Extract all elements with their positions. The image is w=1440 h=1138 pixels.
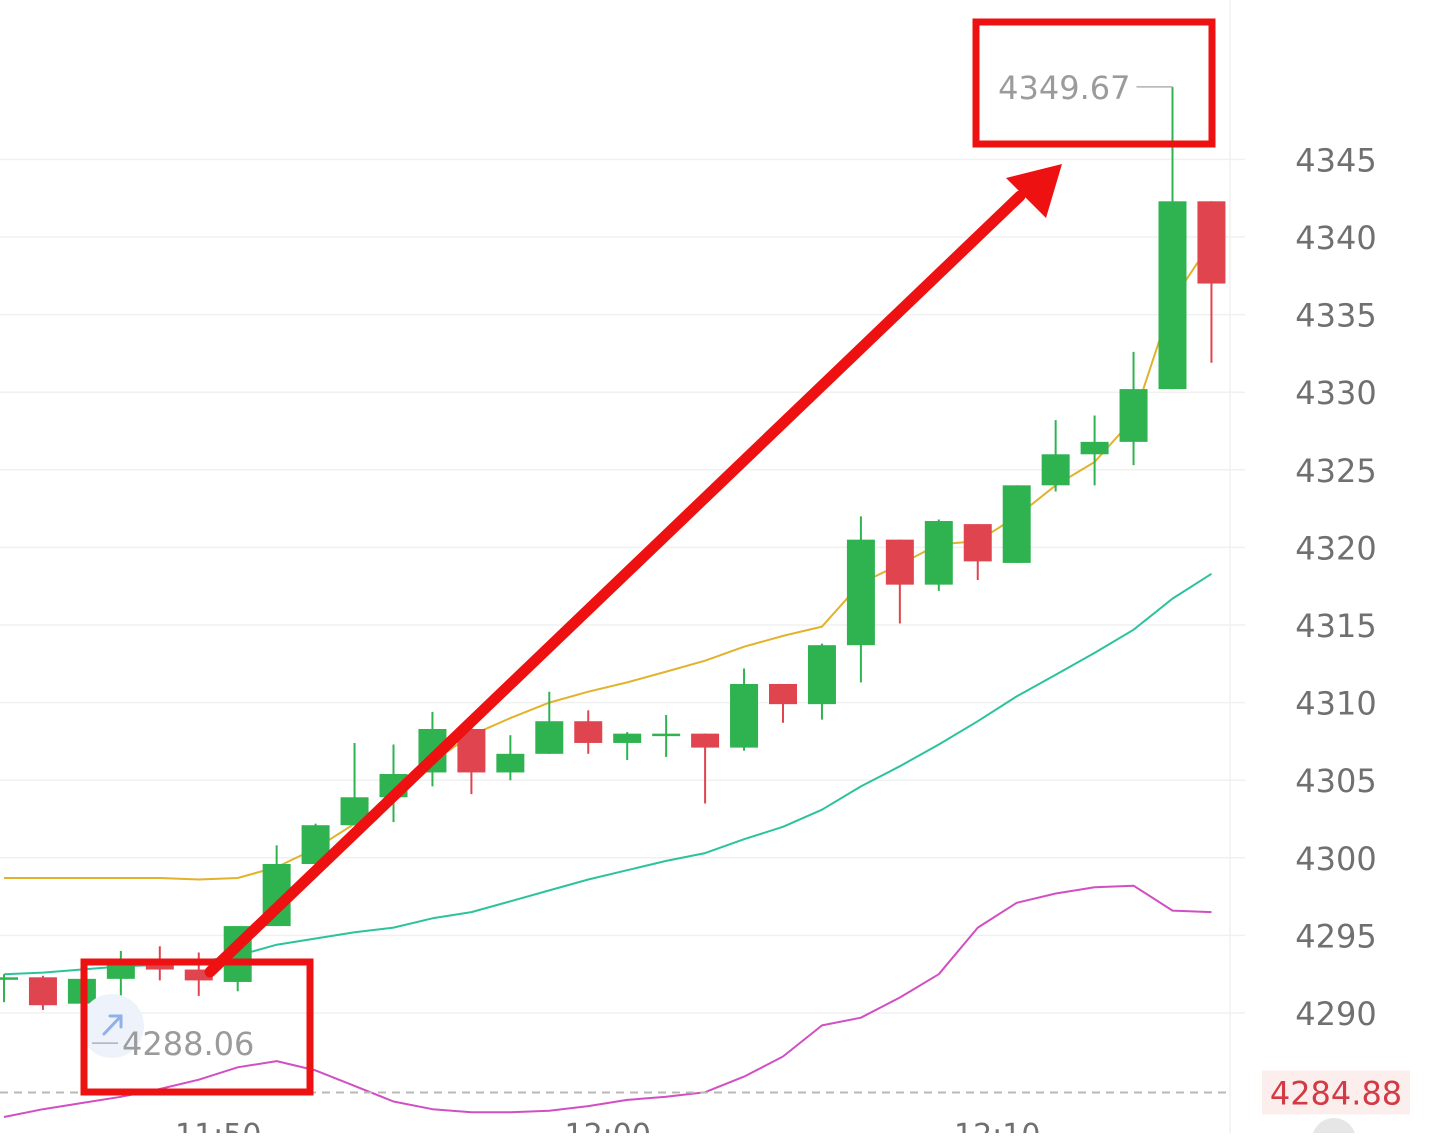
current-price-label-bg [1262, 1070, 1410, 1115]
candle-body [1158, 201, 1187, 390]
y-tick-label: 4290 [1295, 995, 1376, 1033]
candle-body [1119, 389, 1148, 442]
annotation-box-low [80, 958, 314, 1096]
candle [574, 710, 603, 754]
candle-body [963, 524, 992, 562]
candle-body [885, 539, 914, 585]
annotation-arrow-shaft [204, 190, 1026, 978]
y-tick-label: 4320 [1295, 529, 1376, 567]
candle [1158, 86, 1187, 390]
y-tick-label: 4345 [1295, 141, 1376, 179]
candle [963, 524, 992, 580]
ma-mid-line [3, 572, 1213, 976]
candle-body [574, 721, 603, 743]
candle-body [613, 733, 642, 743]
y-tick-label: 4315 [1295, 607, 1376, 645]
ma-long-line [3, 884, 1212, 1118]
x-axis: 11:50 12:00 12:10 [175, 1118, 1040, 1138]
low-marker: 4288.06 [80, 994, 254, 1063]
candle-body [1002, 485, 1031, 563]
candle-body [1041, 454, 1070, 486]
candle [807, 643, 836, 720]
candle-body [1080, 441, 1109, 455]
candle [1041, 420, 1070, 492]
candle-body [535, 721, 564, 754]
candle [730, 668, 759, 751]
grid-lines [0, 0, 1245, 1133]
candle [28, 975, 57, 1010]
candle-body [730, 683, 759, 748]
arrow-up-right-icon [102, 1014, 123, 1036]
candle-body [145, 963, 174, 970]
x-tick-label: 12:00 [564, 1118, 650, 1133]
scroll-right-button[interactable] [1312, 1118, 1356, 1138]
y-tick-label: 4310 [1295, 685, 1376, 723]
candle-body [184, 969, 213, 981]
annotations [80, 18, 1216, 1096]
candle-body [0, 977, 18, 980]
candle [846, 516, 875, 683]
candle-body [1197, 201, 1226, 284]
candle [613, 732, 642, 761]
high-label: 4349.67 [998, 69, 1130, 107]
candle-body [846, 539, 875, 646]
candle [1119, 351, 1148, 466]
candle-body [652, 733, 681, 737]
candle-body [28, 977, 57, 1006]
candle [885, 539, 914, 624]
current-price-label: 4284.88 [1270, 1074, 1402, 1112]
current-price-marker: 4284.88 [0, 1070, 1410, 1115]
candle-body [691, 733, 720, 748]
y-tick-label: 4300 [1295, 840, 1376, 878]
y-tick-label: 4340 [1295, 219, 1376, 257]
candle-body [769, 683, 797, 705]
y-tick-label: 4335 [1295, 297, 1376, 335]
candles [0, 86, 1226, 1072]
candle [340, 742, 369, 826]
moving-averages [3, 241, 1213, 1118]
candle [769, 683, 797, 723]
y-tick-label: 4330 [1295, 374, 1376, 412]
candle [0, 974, 18, 1003]
candle [1197, 201, 1226, 363]
candle-body [807, 645, 836, 705]
candle [652, 715, 681, 757]
high-marker: 4349.67 [998, 69, 1173, 107]
candle [301, 823, 330, 865]
y-axis: 4290 4295 4300 4305 4310 4315 4320 4325 4330 4335… [1295, 141, 1376, 1033]
annotation-arrow-head [1006, 164, 1062, 218]
candle [691, 733, 720, 804]
candle [496, 735, 525, 781]
candle [106, 950, 135, 998]
candle [1002, 485, 1031, 563]
x-tick-label: 11:50 [175, 1118, 261, 1133]
candle [1080, 415, 1109, 486]
low-label: 4288.06 [122, 1025, 254, 1063]
x-tick-label: 12:10 [954, 1118, 1040, 1133]
y-tick-label: 4325 [1295, 452, 1376, 490]
y-tick-label: 4305 [1295, 762, 1376, 800]
candle [924, 519, 953, 591]
candle [535, 691, 564, 754]
y-tick-label: 4295 [1295, 917, 1376, 955]
candle-body [106, 964, 135, 979]
candle-body [496, 753, 525, 773]
candle-body [924, 521, 953, 585]
annotation-box-high [972, 18, 1216, 148]
